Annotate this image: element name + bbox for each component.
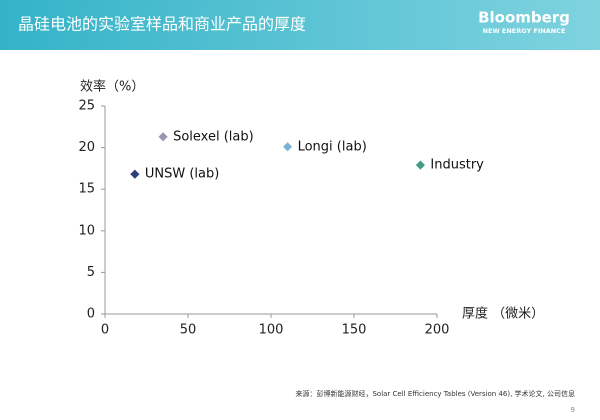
brand: Bloomberg (478, 9, 570, 27)
point-label: UNSW (lab) (145, 167, 219, 182)
x-tick-label: 50 (180, 323, 197, 338)
x-tick-label: 100 (259, 323, 284, 338)
slide-title: 晶硅电池的实验室样品和商业产品的厚度 (18, 15, 306, 34)
point-label: Industry (430, 158, 484, 173)
header-band (0, 0, 600, 50)
point-label: Solexel (lab) (173, 129, 254, 144)
data-point (414, 159, 426, 171)
page-number: 9 (571, 406, 575, 414)
brand-sub: NEW ENERGY FINANCE (483, 27, 566, 35)
y-tick-label: 20 (78, 140, 95, 155)
x-tick-label: 200 (425, 323, 450, 338)
y-tick-label: 15 (78, 182, 95, 197)
y-tick-label: 0 (87, 307, 95, 322)
x-axis-label: 厚度 （微米） (462, 306, 544, 322)
x-tick-label: 150 (342, 323, 367, 338)
data-point (129, 168, 141, 180)
point-label: Longi (lab) (298, 139, 367, 154)
x-tick-label: 0 (101, 323, 109, 338)
y-tick-label: 5 (87, 265, 95, 280)
source-note: 来源：彭博新能源财经，Solar Cell Efficiency Tables … (295, 389, 575, 398)
y-tick-label: 10 (78, 223, 95, 238)
y-tick-label: 25 (78, 99, 95, 114)
data-point (157, 131, 169, 143)
data-point (282, 141, 294, 153)
y-axis-label: 效率（%） (80, 79, 144, 95)
